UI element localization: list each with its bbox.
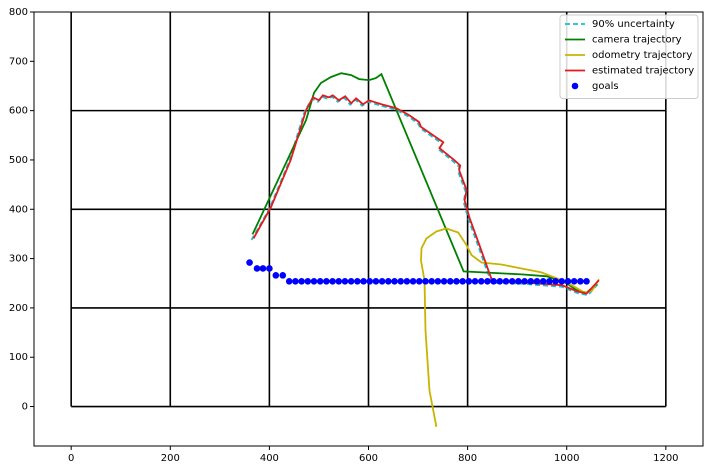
legend: 90% uncertainty camera trajectory odometry… — [559, 14, 699, 99]
goal-point — [347, 277, 355, 285]
goal-point — [422, 277, 429, 285]
x-tick-label: 0 — [68, 453, 74, 464]
y-tick-label: 500 — [9, 155, 28, 166]
legend-label: 90% uncertainty — [592, 19, 675, 30]
goal-point — [552, 277, 559, 285]
goal-point — [546, 277, 553, 285]
y-tick-label: 800 — [9, 7, 28, 18]
goal-point — [490, 277, 497, 285]
goal-point — [360, 277, 367, 285]
legend-label: estimated trajectory — [592, 66, 694, 77]
y-tick-label: 700 — [9, 56, 28, 67]
legend-box — [559, 14, 699, 99]
goal-point — [446, 277, 454, 285]
x-tick-label: 1200 — [653, 453, 678, 464]
trajectory-line — [420, 227, 600, 427]
goal-point — [378, 277, 386, 285]
goal-point — [564, 277, 572, 285]
goal-point — [539, 277, 547, 285]
goal-point — [310, 277, 318, 285]
goal-point — [440, 277, 448, 285]
goal-point — [354, 277, 361, 285]
goal-point — [329, 277, 336, 285]
goal-point — [403, 277, 411, 285]
trajectory-line — [251, 72, 598, 294]
goal-point — [570, 277, 578, 285]
trajectory-line — [252, 94, 600, 295]
goal-point — [304, 277, 312, 285]
goal-point — [259, 265, 267, 272]
goal-point — [521, 277, 528, 285]
goal-point — [583, 277, 590, 285]
y-tick-label: 600 — [9, 106, 28, 117]
goal-point — [415, 277, 423, 285]
goal-point — [397, 277, 405, 285]
goal-point — [272, 272, 280, 279]
goal-point — [484, 277, 491, 285]
goal-point — [316, 277, 324, 285]
goal-point — [385, 277, 392, 285]
goal-point — [366, 277, 374, 285]
x-tick-label: 600 — [359, 453, 378, 464]
x-tick-label: 1000 — [554, 453, 579, 464]
x-tick-label: 200 — [161, 453, 180, 464]
goal-point — [502, 277, 510, 285]
goal-point — [453, 277, 460, 285]
goal-point — [533, 277, 541, 285]
x-tick-label: 800 — [458, 453, 477, 464]
legend-label: goals — [592, 81, 619, 92]
goal-point — [434, 277, 442, 285]
goal-point — [323, 277, 330, 285]
legend-label: odometry trajectory — [592, 50, 692, 61]
goal-point — [515, 277, 522, 285]
goal-point — [298, 277, 305, 285]
y-tick-label: 100 — [9, 352, 28, 363]
y-tick-label: 200 — [9, 303, 28, 314]
goal-point — [527, 277, 535, 285]
legend-label: camera trajectory — [592, 35, 682, 46]
goal-point — [246, 259, 253, 266]
goal-point — [253, 265, 261, 272]
trajectory-line — [250, 95, 601, 297]
goal-point — [471, 277, 479, 285]
goal-point — [577, 277, 584, 285]
goal-point — [372, 277, 380, 285]
goal-point — [428, 277, 435, 285]
goal-point — [266, 265, 273, 272]
goal-point — [477, 277, 485, 285]
y-tick-label: 300 — [9, 254, 28, 265]
goal-point — [391, 277, 398, 285]
goal-point — [335, 277, 343, 285]
goal-point — [465, 277, 473, 285]
y-tick-label: 0 — [22, 402, 28, 413]
goal-point — [496, 277, 504, 285]
goal-point — [508, 277, 516, 285]
goal-point — [292, 277, 299, 285]
legend-symbol — [571, 82, 579, 90]
goal-point — [341, 277, 349, 285]
x-tick-label: 400 — [260, 453, 279, 464]
y-tick-label: 400 — [9, 204, 28, 215]
goal-point — [558, 277, 566, 285]
goal-point — [409, 277, 417, 285]
goal-point — [279, 272, 287, 279]
goal-point — [459, 277, 466, 285]
goal-point — [285, 277, 293, 285]
